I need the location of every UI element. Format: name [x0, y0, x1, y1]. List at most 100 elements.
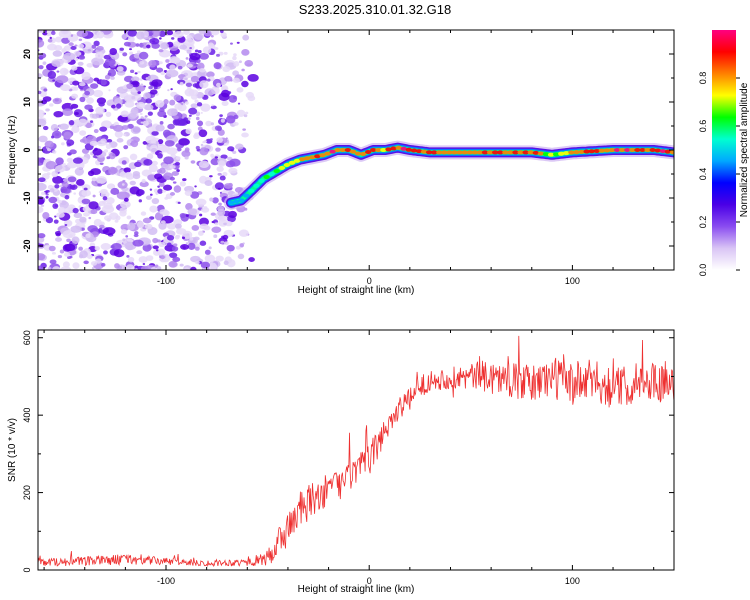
- heatmap-cell: [186, 49, 192, 54]
- heatmap-cell: [136, 221, 145, 229]
- heatmap-cell: [547, 152, 555, 157]
- heatmap-cell: [79, 250, 88, 259]
- heatmap-cell: [184, 156, 189, 160]
- colorbar-tick-label: 0.8: [698, 72, 708, 85]
- heatmap-cell: [198, 230, 204, 236]
- heatmap-cell: [88, 216, 92, 220]
- heatmap-cell: [243, 114, 248, 118]
- heatmap-cell: [218, 215, 228, 222]
- heatmap-cell: [370, 148, 377, 152]
- heatmap-cell: [223, 260, 229, 266]
- heatmap-cell: [168, 260, 178, 268]
- heatmap-cell: [669, 150, 674, 155]
- heatmap-cell: [186, 34, 193, 40]
- heatmap-cell: [222, 65, 231, 73]
- heatmap-cell: [183, 38, 195, 47]
- heatmap-cell: [160, 42, 169, 50]
- heatmap-cell: [76, 178, 85, 186]
- heatmap-cell: [227, 156, 233, 161]
- heatmap-cell: [216, 53, 220, 57]
- heatmap-cell: [60, 186, 68, 193]
- heatmap-cell: [216, 82, 221, 88]
- heatmap-cell: [184, 101, 189, 105]
- heatmap-cell: [64, 224, 68, 227]
- heatmap-cell: [157, 153, 163, 159]
- heatmap-cell: [40, 204, 45, 207]
- heatmap-cell: [199, 80, 209, 89]
- heatmap-cell: [166, 242, 172, 247]
- heatmap-cell: [39, 243, 44, 248]
- heatmap-cell: [54, 45, 63, 51]
- heatmap-cell: [203, 206, 208, 210]
- heatmap-cell: [45, 108, 50, 112]
- heatmap-cell: [160, 71, 166, 76]
- heatmap-cell: [309, 155, 316, 160]
- heatmap-cell: [203, 225, 211, 231]
- heatmap-cell: [102, 227, 116, 236]
- heatmap-cell: [236, 87, 244, 93]
- heatmap-cell: [76, 30, 88, 38]
- heatmap-cell: [54, 165, 66, 173]
- heatmap-cell: [232, 199, 240, 204]
- heatmap-cell: [72, 80, 80, 86]
- heatmap-cell: [232, 150, 237, 154]
- heatmap-cell: [232, 70, 240, 77]
- heatmap-cell: [187, 208, 198, 216]
- heatmap-cell: [99, 162, 104, 165]
- heatmap-cell: [129, 153, 138, 161]
- heatmap-cell: [176, 169, 180, 173]
- heatmap-cell: [50, 123, 59, 132]
- heatmap-cell: [169, 64, 176, 71]
- heatmap-cell: [224, 75, 233, 82]
- heatmap-cell: [85, 233, 91, 238]
- heatmap-cell: [158, 49, 164, 53]
- heatmap-cell: [84, 90, 91, 96]
- heatmap-cell: [52, 79, 56, 82]
- heatmap-cell: [654, 148, 661, 153]
- heatmap-cell: [245, 111, 249, 115]
- heatmap-cell: [38, 145, 41, 150]
- heatmap-cell: [151, 198, 160, 205]
- y-tick-label: 10: [22, 97, 32, 107]
- heatmap-cell: [62, 181, 69, 188]
- heatmap-cell: [108, 69, 117, 77]
- heatmap-cell: [190, 160, 196, 164]
- heatmap-cell: [166, 108, 179, 117]
- heatmap-cell: [532, 150, 540, 155]
- heatmap-cell: [238, 60, 242, 64]
- heatmap-cell: [227, 200, 235, 205]
- heatmap-cell: [38, 109, 45, 118]
- heatmap-cell: [81, 198, 91, 205]
- heatmap-cell: [173, 41, 181, 47]
- heatmap-cell: [138, 51, 149, 60]
- heatmap-cell: [232, 77, 240, 83]
- heatmap-cell: [222, 234, 229, 240]
- heatmap-cell: [659, 149, 667, 154]
- heatmap-cell: [94, 245, 100, 251]
- heatmap-cell: [157, 110, 167, 118]
- heatmap-cell: [143, 159, 153, 166]
- snr-y-ticks: 0 200 400 600: [22, 330, 674, 573]
- heatmap-cell: [208, 246, 212, 250]
- heatmap-cell: [139, 78, 143, 81]
- heatmap-cell: [603, 148, 611, 153]
- heatmap-cell: [258, 178, 265, 183]
- heatmap-cell: [573, 150, 580, 155]
- heatmap-cell: [81, 71, 91, 81]
- heatmap-cell: [385, 147, 392, 152]
- heatmap-cell: [190, 191, 200, 199]
- heatmap-cell: [62, 230, 76, 239]
- heatmap-cell: [171, 37, 175, 40]
- heatmap-cell: [101, 120, 112, 129]
- heatmap-cell: [517, 150, 524, 155]
- heatmap-cell: [527, 150, 534, 155]
- heatmap-cell: [159, 209, 169, 215]
- heatmap-cell: [105, 111, 112, 118]
- heatmap-cell: [90, 168, 102, 175]
- heatmap-cell: [502, 150, 509, 155]
- heatmap-cell: [61, 37, 71, 44]
- heatmap-cell: [124, 197, 129, 202]
- heatmap-cell: [182, 178, 187, 182]
- heatmap-cell: [172, 243, 178, 247]
- heatmap-cell: [149, 188, 153, 191]
